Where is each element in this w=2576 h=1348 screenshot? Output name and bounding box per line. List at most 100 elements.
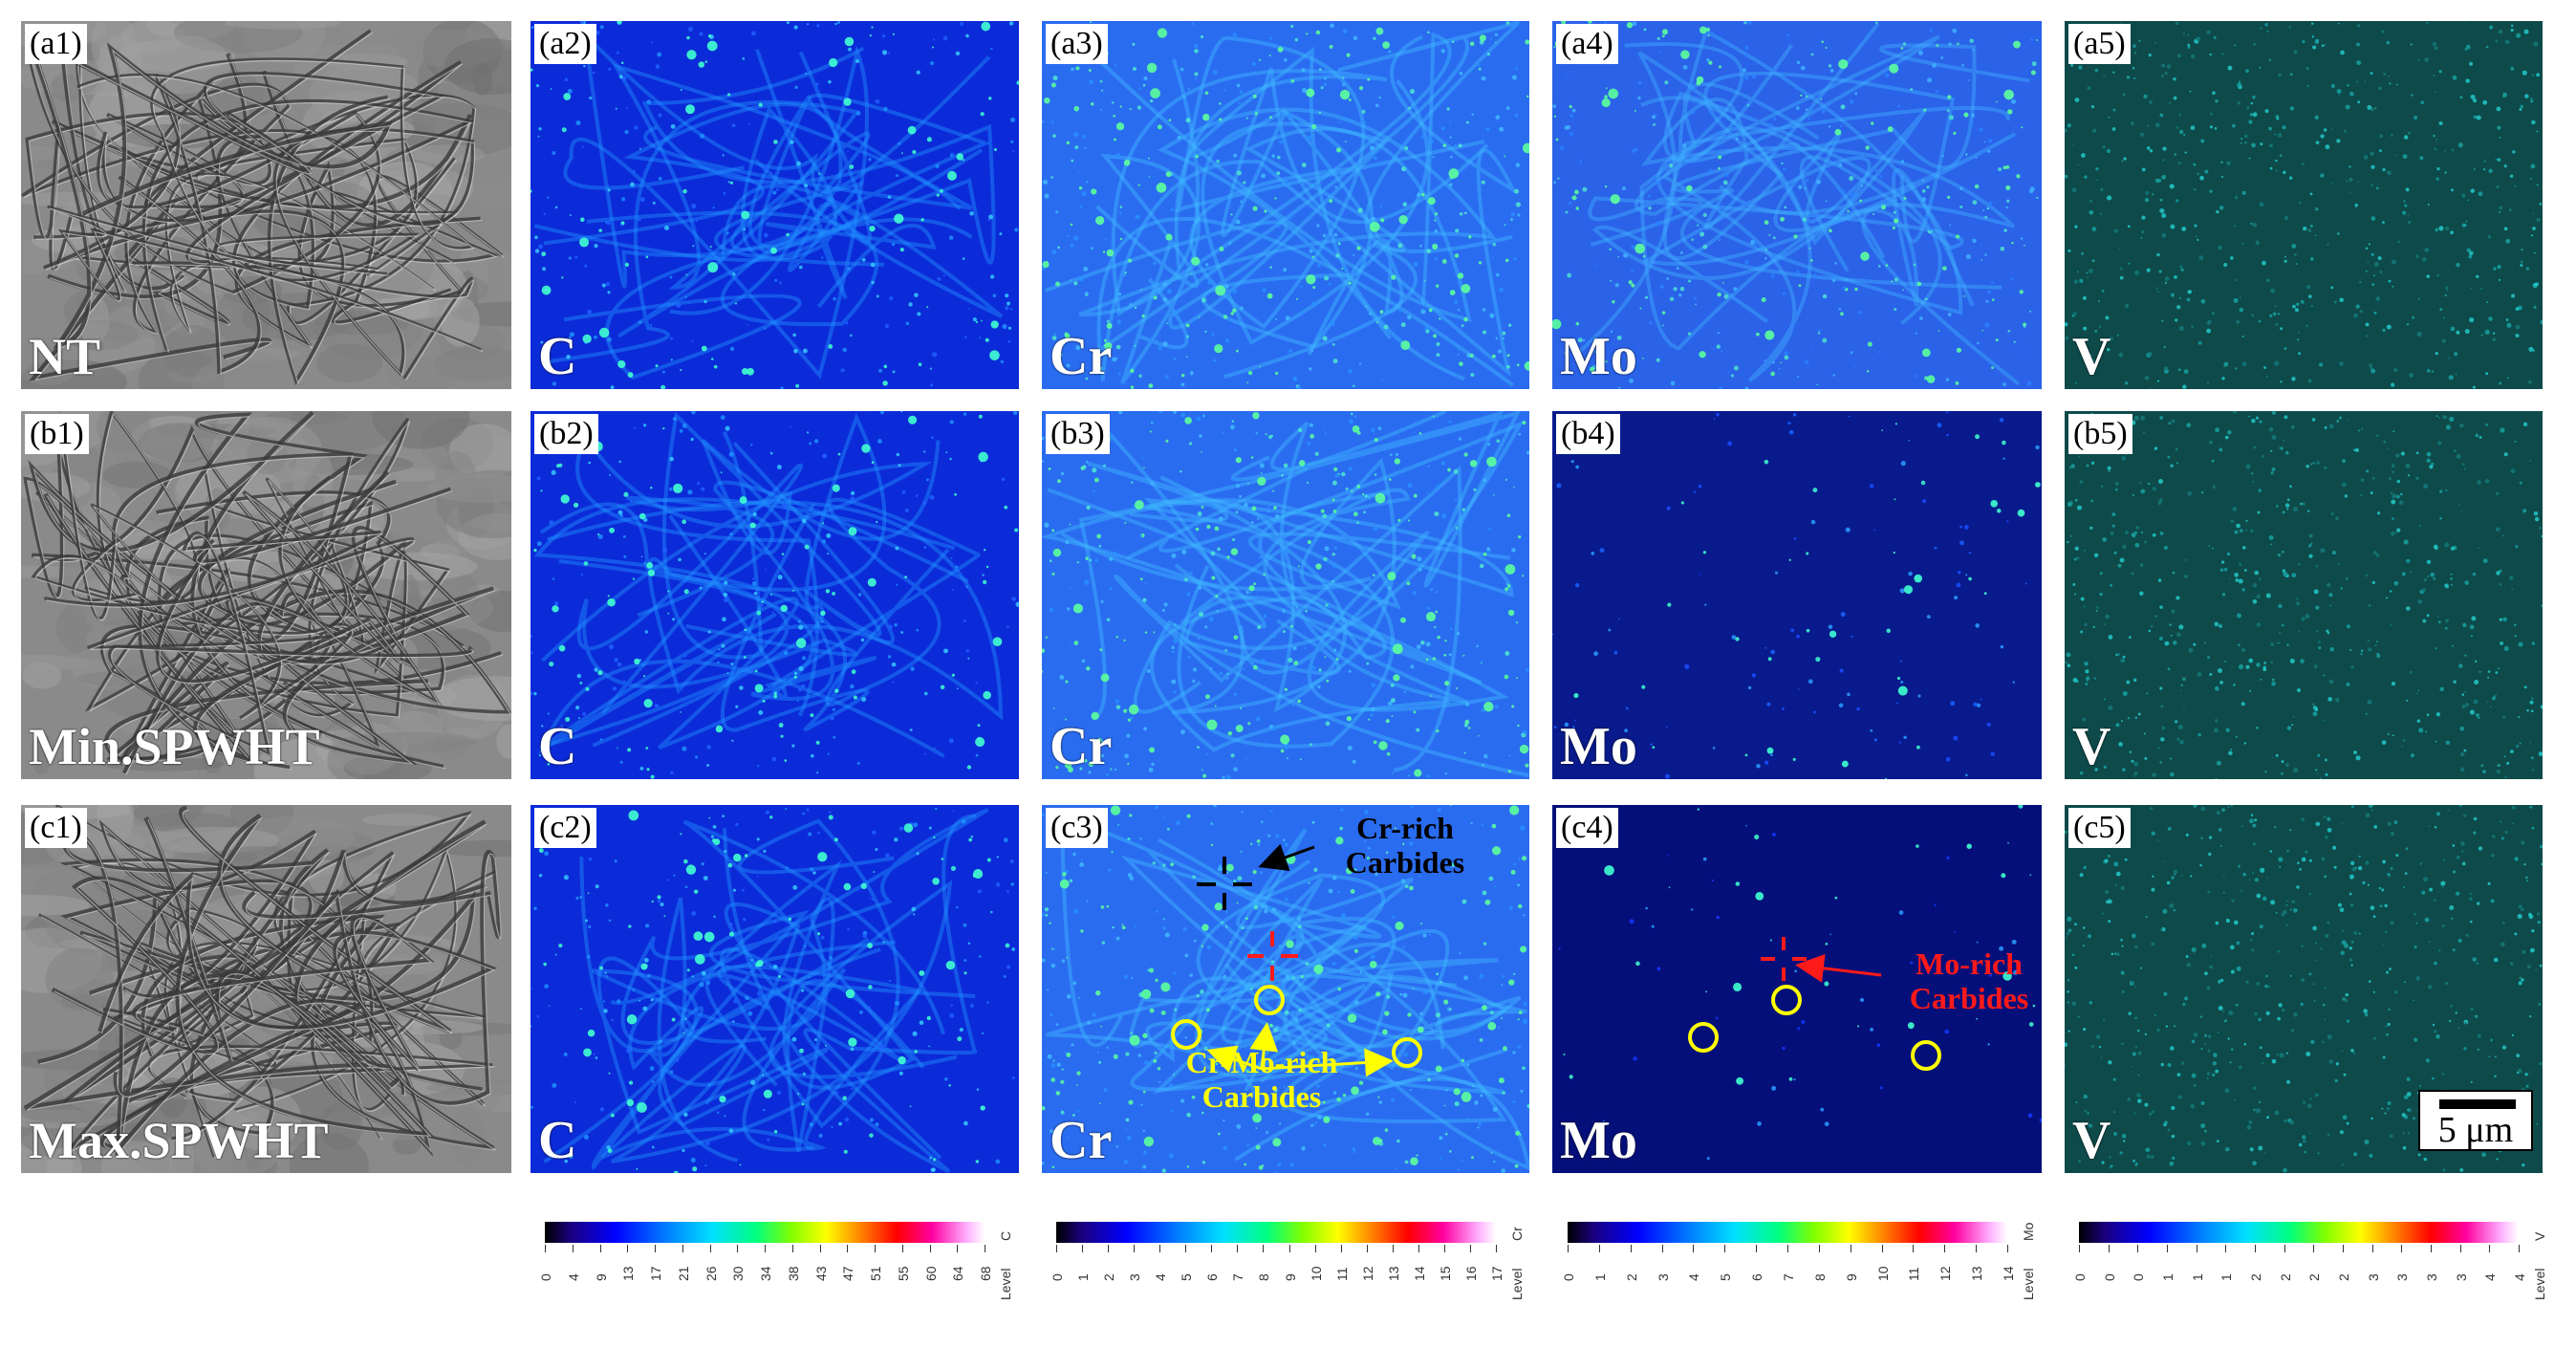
annotation-mo-rich: Mo-rich Carbides bbox=[1864, 946, 2074, 1015]
colorbar-tick-label: 2 bbox=[1101, 1273, 1116, 1281]
colorbar-tick-label: 14 bbox=[1412, 1266, 1427, 1281]
colorbar-tick bbox=[1976, 1245, 1977, 1252]
colorbar-tick-label: 11 bbox=[1906, 1267, 1921, 1281]
colorbar-tick bbox=[573, 1245, 574, 1252]
annotation-mo-rich-line2: Carbides bbox=[1864, 981, 2074, 1015]
colorbar-tick-label: 43 bbox=[813, 1266, 829, 1281]
colorbar-tick-label: 16 bbox=[1463, 1266, 1479, 1281]
colorbar-tick bbox=[545, 1245, 546, 1252]
element-label: Mo bbox=[1560, 716, 1637, 777]
colorbar-tick bbox=[1367, 1245, 1368, 1252]
colorbar-tick-label: 7 bbox=[1230, 1273, 1245, 1281]
colorbar-tick bbox=[1185, 1245, 1186, 1252]
colorbar-tick bbox=[1756, 1245, 1757, 1252]
colorbar-tick bbox=[2255, 1245, 2256, 1252]
colorbar-tick bbox=[1289, 1245, 1290, 1252]
eds-map-panel: (b2)C bbox=[530, 411, 1019, 779]
colorbar-tick-label: 3 bbox=[2424, 1273, 2439, 1281]
colorbar-tick-label: 8 bbox=[1256, 1273, 1271, 1281]
condition-label: Max.SPWHT bbox=[29, 1110, 329, 1171]
colorbar-tick bbox=[1341, 1245, 1342, 1252]
eds-map-panel: (a2)C bbox=[530, 21, 1019, 389]
colorbar-element-label: V bbox=[2532, 1232, 2547, 1241]
colorbar-tick-label: 51 bbox=[868, 1266, 883, 1281]
panel-tag: (b5) bbox=[2068, 414, 2132, 454]
colorbar-tick bbox=[737, 1245, 738, 1252]
panel-tag: (a1) bbox=[25, 24, 87, 64]
colorbar-tick bbox=[957, 1245, 958, 1252]
annotation-cr-mo-rich-line1: Cr-Mo-rich bbox=[1142, 1045, 1381, 1079]
colorbar-tick bbox=[902, 1245, 903, 1252]
colorbar-element-label: C bbox=[998, 1231, 1013, 1241]
colorbar-tick bbox=[2079, 1245, 2080, 1252]
colorbar-tick bbox=[1393, 1245, 1394, 1252]
colorbar-tick bbox=[1631, 1245, 1632, 1252]
eds-map-panel: (b3)Cr bbox=[1042, 411, 1529, 779]
panel-tag: (c1) bbox=[25, 808, 87, 848]
colorbar-tick-label: 6 bbox=[1749, 1273, 1764, 1281]
colorbar-element-label: Cr bbox=[1509, 1227, 1525, 1241]
colorbar-tick-label: 60 bbox=[923, 1266, 939, 1281]
panel-tag: (a2) bbox=[534, 24, 596, 64]
colorbar-tick bbox=[1082, 1245, 1083, 1252]
scale-bar-line bbox=[2439, 1099, 2516, 1109]
colorbar-tick bbox=[2401, 1245, 2402, 1252]
colorbar-tick-label: 4 bbox=[1153, 1273, 1168, 1281]
colorbar-tick bbox=[1568, 1245, 1569, 1252]
colorbar-tick bbox=[1263, 1245, 1264, 1252]
colorbar-tick-label: 3 bbox=[1656, 1273, 1671, 1281]
colorbar-tick-label: 10 bbox=[1875, 1266, 1891, 1281]
colorbar-tick-label: 0 bbox=[2072, 1273, 2088, 1281]
colorbar-level-label: Level bbox=[2532, 1269, 2547, 1300]
colorbar-tick bbox=[1882, 1245, 1883, 1252]
colorbar-tick bbox=[600, 1245, 601, 1252]
colorbar-tick bbox=[792, 1245, 793, 1252]
colorbar-tick-label: 9 bbox=[594, 1273, 609, 1281]
colorbar-tick-label: 2 bbox=[2336, 1273, 2351, 1281]
element-map-image bbox=[530, 21, 1019, 389]
colorbar-tick-label: 0 bbox=[2131, 1273, 2146, 1281]
colorbar-tick-label: 38 bbox=[786, 1266, 801, 1281]
element-label: Cr bbox=[1050, 1110, 1112, 1171]
panel-tag: (c2) bbox=[534, 808, 596, 848]
panel-tag: (c4) bbox=[1556, 808, 1618, 848]
annotation-mo-rich-line1: Mo-rich bbox=[1864, 946, 2074, 981]
colorbar-tick-label: 13 bbox=[1386, 1266, 1401, 1281]
colorbar-element-label: Mo bbox=[2021, 1223, 2036, 1241]
sem-image-panel: (b1)Min.SPWHT bbox=[21, 411, 511, 779]
annotation-cr-mo-rich: Cr-Mo-rich Carbides bbox=[1142, 1045, 1381, 1114]
colorbar-tick-label: 55 bbox=[896, 1266, 911, 1281]
colorbar-tick bbox=[765, 1245, 766, 1252]
colorbar-level-label: Level bbox=[2021, 1269, 2036, 1300]
colorbar-tick bbox=[1599, 1245, 1600, 1252]
colorbar-tick bbox=[820, 1245, 821, 1252]
element-label: V bbox=[2072, 326, 2111, 387]
colorbar-tick-label: 30 bbox=[730, 1266, 746, 1281]
colorbar-tick-label: 10 bbox=[1309, 1266, 1324, 1281]
colorbar-tick-label: 3 bbox=[2366, 1273, 2381, 1281]
colorbar-tick bbox=[2284, 1245, 2285, 1252]
colorbar-tick-label: 11 bbox=[1334, 1267, 1350, 1281]
element-map-image bbox=[530, 411, 1019, 779]
colorbar-tick-label: 12 bbox=[1937, 1266, 1953, 1281]
element-map-image bbox=[530, 805, 1019, 1173]
annotation-cr-mo-rich-line2: Carbides bbox=[1142, 1079, 1381, 1114]
colorbar-tick-label: 47 bbox=[840, 1266, 855, 1281]
colorbar-tick bbox=[2372, 1245, 2373, 1252]
colorbar-tick bbox=[2489, 1245, 2490, 1252]
colorbar-tick bbox=[1662, 1245, 1663, 1252]
colorbar-tick bbox=[2137, 1245, 2138, 1252]
annotation-cr-rich-line1: Cr-rich bbox=[1310, 811, 1501, 845]
condition-label: Min.SPWHT bbox=[29, 716, 320, 777]
element-map-image bbox=[2065, 411, 2543, 779]
colorbar-tick-label: 3 bbox=[1127, 1273, 1142, 1281]
colorbar-tick bbox=[1134, 1245, 1135, 1252]
colorbar-tick-label: 34 bbox=[758, 1266, 773, 1281]
element-label: V bbox=[2072, 1110, 2111, 1171]
element-map-image bbox=[1042, 411, 1529, 779]
eds-map-panel: (a5)V bbox=[2065, 21, 2543, 389]
colorbar-tick bbox=[2343, 1245, 2344, 1252]
colorbar-tick bbox=[1418, 1245, 1419, 1252]
